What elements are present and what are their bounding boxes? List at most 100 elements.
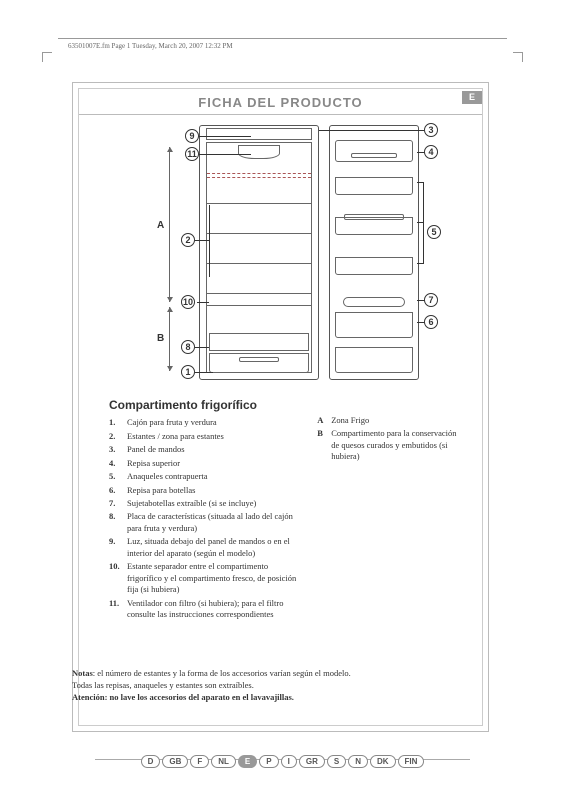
callout-2: 2 [181, 233, 195, 247]
lang-pill-dk[interactable]: DK [370, 755, 396, 768]
lang-pill-e[interactable]: E [238, 755, 257, 768]
callout-11: 11 [185, 147, 199, 161]
door-interior [335, 132, 413, 373]
leader [417, 300, 425, 301]
lang-pill-fin[interactable]: FIN [398, 755, 425, 768]
lang-pill-i[interactable]: I [281, 755, 297, 768]
door-shelf [335, 257, 413, 275]
callout-6: 6 [424, 315, 438, 329]
attention-label: Atención: [72, 692, 107, 702]
item-text: Ventilador con filtro (si hubiera); para… [127, 598, 297, 621]
header-rule [58, 38, 507, 39]
list-item: 6.Repisa para botellas [109, 485, 297, 496]
zone-span-a [169, 147, 170, 302]
section-heading: Compartimento frigorífico [109, 397, 297, 413]
list-item: AZona Frigo [317, 415, 462, 426]
list-item: 5.Anaqueles contrapuerta [109, 471, 297, 482]
lang-pill-gb[interactable]: GB [162, 755, 188, 768]
list-item: 4.Repisa superior [109, 458, 297, 469]
page-title: FICHA DEL PRODUCTO [198, 95, 362, 110]
shelf [207, 233, 311, 234]
callout-9: 9 [185, 129, 199, 143]
fridge-door [329, 125, 419, 380]
notes-label: Notas [72, 668, 93, 678]
list-item: BCompartimento para la conservación de q… [317, 428, 462, 462]
item-text: Repisa para botellas [127, 485, 195, 496]
list-item: 1.Cajón para fruta y verdura [109, 417, 297, 428]
lang-pill-n[interactable]: N [348, 755, 368, 768]
fridge-interior [206, 142, 312, 373]
zone-label-b: B [157, 333, 164, 344]
notes-text: Todas las repisas, anaqueles y estantes … [72, 680, 254, 690]
item-text: Estantes / zona para estantes [127, 431, 224, 442]
door-shelf [335, 177, 413, 195]
item-text: Sujetabotellas extraíble (si se incluye) [127, 498, 256, 509]
leader [195, 372, 213, 373]
text-content: Compartimento frigorífico 1.Cajón para f… [109, 397, 462, 623]
numbered-list: 1.Cajón para fruta y verdura 2.Estantes … [109, 417, 297, 621]
list-item: 11.Ventilador con filtro (si hubiera); p… [109, 598, 297, 621]
crop-mark [42, 52, 52, 62]
door-shelf-detail [351, 153, 397, 158]
list-item: 9.Luz, situada debajo del panel de mando… [109, 536, 297, 559]
leader [417, 322, 425, 323]
item-text: Repisa superior [127, 458, 180, 469]
zone-span-b [169, 307, 170, 371]
leader [209, 205, 210, 277]
leader [197, 302, 209, 303]
title-bar: FICHA DEL PRODUCTO E [79, 89, 482, 115]
leader [417, 152, 425, 153]
notes-text: no lave los accesorios del aparato en el… [107, 692, 294, 702]
callout-10: 10 [181, 295, 195, 309]
lang-pill-gr[interactable]: GR [299, 755, 325, 768]
callout-5: 5 [427, 225, 441, 239]
fridge-diagram: A B [129, 125, 439, 390]
drawer-handle [239, 357, 278, 362]
fridge-body [199, 125, 319, 380]
content-frame: FICHA DEL PRODUCTO E A B [72, 82, 489, 732]
leader [417, 263, 423, 264]
leader [319, 130, 424, 131]
crop-mark [513, 52, 523, 62]
bottle-shelf [335, 312, 413, 338]
door-top-shelf [335, 140, 413, 162]
list-item: 7.Sujetabotellas extraíble (si se incluy… [109, 498, 297, 509]
control-panel [206, 128, 312, 140]
item-text: Anaqueles contrapuerta [127, 471, 207, 482]
shelf [207, 177, 311, 178]
language-badge: E [462, 91, 482, 104]
bottle-holder [343, 297, 405, 307]
left-column: Compartimento frigorífico 1.Cajón para f… [109, 397, 297, 623]
bottle-shelf [335, 347, 413, 373]
list-item: 3.Panel de mandos [109, 444, 297, 455]
right-column: AZona Frigo BCompartimento para la conse… [317, 397, 462, 623]
list-item: 10.Estante separador entre el compartime… [109, 561, 297, 595]
zone-label-a: A [157, 220, 164, 231]
item-text: Panel de mandos [127, 444, 185, 455]
lang-pill-p[interactable]: P [259, 755, 278, 768]
leader [417, 222, 423, 223]
lang-pill-d[interactable]: D [141, 755, 161, 768]
lang-pill-s[interactable]: S [327, 755, 346, 768]
light-fan-housing [238, 145, 280, 159]
list-item: 8.Placa de características (situada al l… [109, 511, 297, 534]
lang-pill-nl[interactable]: NL [211, 755, 236, 768]
callout-1: 1 [181, 365, 195, 379]
inner-frame: FICHA DEL PRODUCTO E A B [78, 88, 483, 726]
item-text: Estante separador entre el compartimento… [127, 561, 297, 595]
notes-section: Notas: el número de estantes y la forma … [72, 668, 493, 704]
door-shelf [335, 217, 413, 235]
item-text: Compartimento para la conservación de qu… [331, 428, 462, 462]
leader [199, 136, 251, 137]
leader [195, 240, 209, 241]
notes-text: : el número de estantes y la forma de lo… [93, 668, 351, 678]
callout-3: 3 [424, 123, 438, 137]
callout-8: 8 [181, 340, 195, 354]
leader [195, 347, 209, 348]
shelf [207, 173, 311, 174]
lang-pill-f[interactable]: F [190, 755, 209, 768]
leader [199, 154, 251, 155]
list-item: 2.Estantes / zona para estantes [109, 431, 297, 442]
language-selector: DGBFNLEPIGRSNDKFIN [0, 755, 565, 768]
item-text: Placa de características (situada al lad… [127, 511, 297, 534]
